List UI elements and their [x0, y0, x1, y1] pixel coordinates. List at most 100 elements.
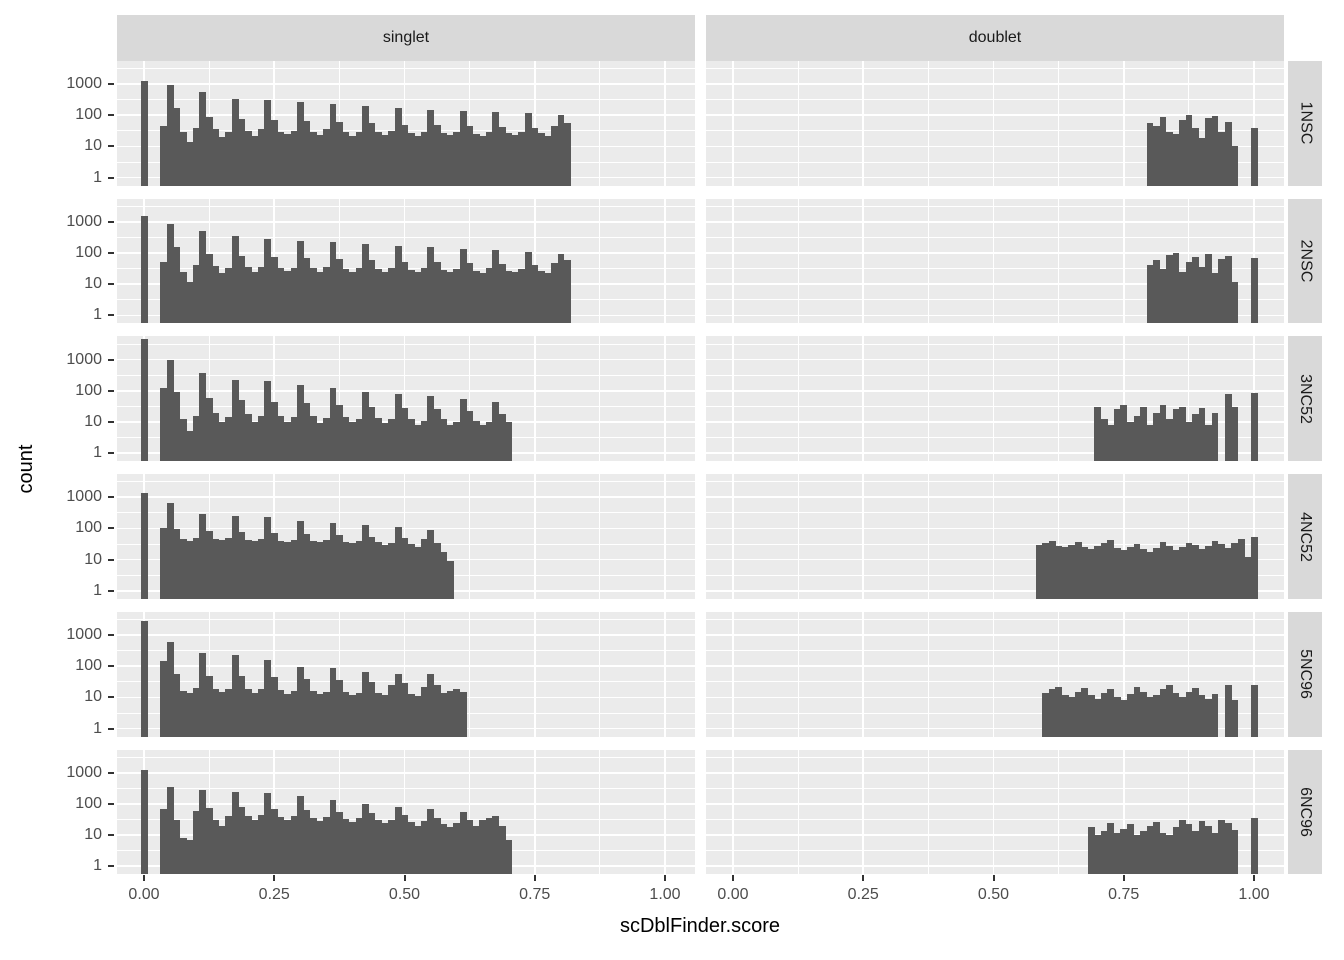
gridline-major — [862, 61, 865, 186]
y-tick — [108, 83, 114, 86]
histogram-bar — [1140, 691, 1147, 737]
histogram-bar — [420, 420, 428, 462]
histogram-bar — [388, 267, 396, 324]
histogram-bar — [1159, 269, 1167, 324]
histogram-bar — [1127, 546, 1134, 599]
histogram-bar — [251, 820, 259, 875]
histogram-bar — [485, 131, 493, 186]
gridline-major — [992, 336, 995, 462]
gridline-minor — [706, 481, 1284, 483]
facet-strip-label: 1NSC — [1297, 102, 1314, 145]
histogram-bar — [303, 121, 311, 186]
histogram-bar — [362, 524, 369, 599]
histogram-bar — [323, 129, 330, 186]
gridline-major — [706, 283, 1284, 285]
histogram-bar — [485, 818, 493, 875]
histogram-bar — [1048, 689, 1056, 737]
histogram-bar — [316, 542, 324, 599]
histogram-bar — [342, 691, 350, 737]
histogram-bar — [1107, 689, 1115, 737]
x-tick — [273, 875, 276, 882]
histogram-bar — [564, 123, 571, 186]
y-tick — [108, 634, 114, 637]
histogram-bar — [264, 381, 272, 462]
histogram-bar — [251, 692, 259, 737]
histogram-bar — [192, 810, 200, 875]
histogram-bar — [498, 825, 506, 875]
histogram-bar — [284, 134, 291, 186]
gridline-major — [117, 252, 695, 254]
histogram-bar — [1133, 416, 1141, 462]
histogram-bar — [264, 239, 272, 324]
histogram-bar — [505, 270, 513, 324]
histogram-bar — [1192, 687, 1199, 737]
histogram-bar — [375, 692, 382, 737]
histogram-bar — [1100, 830, 1108, 875]
histogram-bar — [310, 817, 317, 875]
y-tick — [108, 527, 114, 530]
histogram-bar — [453, 689, 461, 737]
histogram-bar — [1120, 700, 1128, 737]
facet-panel-4NC52-doublet — [706, 474, 1284, 599]
y-tick — [108, 145, 114, 148]
histogram-bar — [186, 141, 194, 186]
histogram-bar — [264, 100, 272, 186]
histogram-bar — [401, 814, 409, 875]
gridline-minor — [706, 681, 1284, 683]
histogram-bar — [355, 692, 363, 737]
histogram-bar — [401, 261, 409, 324]
gridline-major — [117, 634, 695, 636]
gridline-major — [992, 474, 995, 599]
histogram-bar — [1127, 824, 1134, 875]
histogram-bar — [1205, 118, 1212, 186]
gridline-major — [533, 749, 536, 875]
histogram-bar — [355, 131, 363, 186]
gridline-major — [664, 611, 666, 737]
histogram-bar — [297, 385, 304, 462]
y-tick — [108, 389, 114, 392]
y-tick — [108, 727, 114, 730]
histogram-bar — [381, 271, 389, 324]
histogram-bar — [205, 116, 213, 186]
y-axis-title: count — [15, 444, 37, 494]
histogram-bar — [1113, 547, 1121, 599]
histogram-bar — [244, 130, 252, 186]
histogram-bar — [336, 259, 343, 324]
gridline-minor — [117, 405, 695, 407]
histogram-bar — [446, 134, 454, 186]
histogram-bar — [1146, 123, 1154, 186]
histogram-bar — [453, 822, 461, 875]
gridline-major — [706, 145, 1284, 148]
histogram-bar — [1153, 126, 1160, 186]
gridline-minor — [117, 374, 695, 376]
gridline-major — [403, 611, 406, 737]
gridline-minor — [1058, 336, 1060, 462]
gridline-major — [533, 61, 536, 186]
facet-panel-5NC96-singlet — [117, 611, 695, 737]
gridline-minor — [469, 198, 471, 324]
histogram-bar — [1153, 547, 1160, 599]
histogram-bar — [1224, 122, 1232, 186]
gridline-major — [117, 771, 695, 774]
histogram-bar — [238, 676, 246, 737]
histogram-bar — [303, 678, 311, 737]
gridline-minor — [706, 787, 1284, 789]
histogram-bar — [1192, 830, 1199, 875]
histogram-bar — [192, 128, 200, 186]
histogram-bar — [1120, 828, 1128, 875]
histogram-bar — [479, 135, 487, 186]
facet-panel-3NC52-singlet — [117, 336, 695, 462]
histogram-bar — [336, 812, 343, 875]
histogram-bar — [297, 102, 304, 186]
gridline-major — [706, 696, 1284, 699]
x-tick-label: 0.25 — [258, 886, 290, 904]
gridline-minor — [117, 650, 695, 652]
histogram-bar — [199, 372, 207, 462]
histogram-bar — [297, 521, 304, 599]
gridline-minor — [706, 437, 1284, 438]
gridline-major — [862, 336, 865, 462]
histogram-bar — [1042, 542, 1050, 599]
y-tick-label: 1 — [93, 444, 102, 462]
histogram-bar — [362, 105, 369, 186]
